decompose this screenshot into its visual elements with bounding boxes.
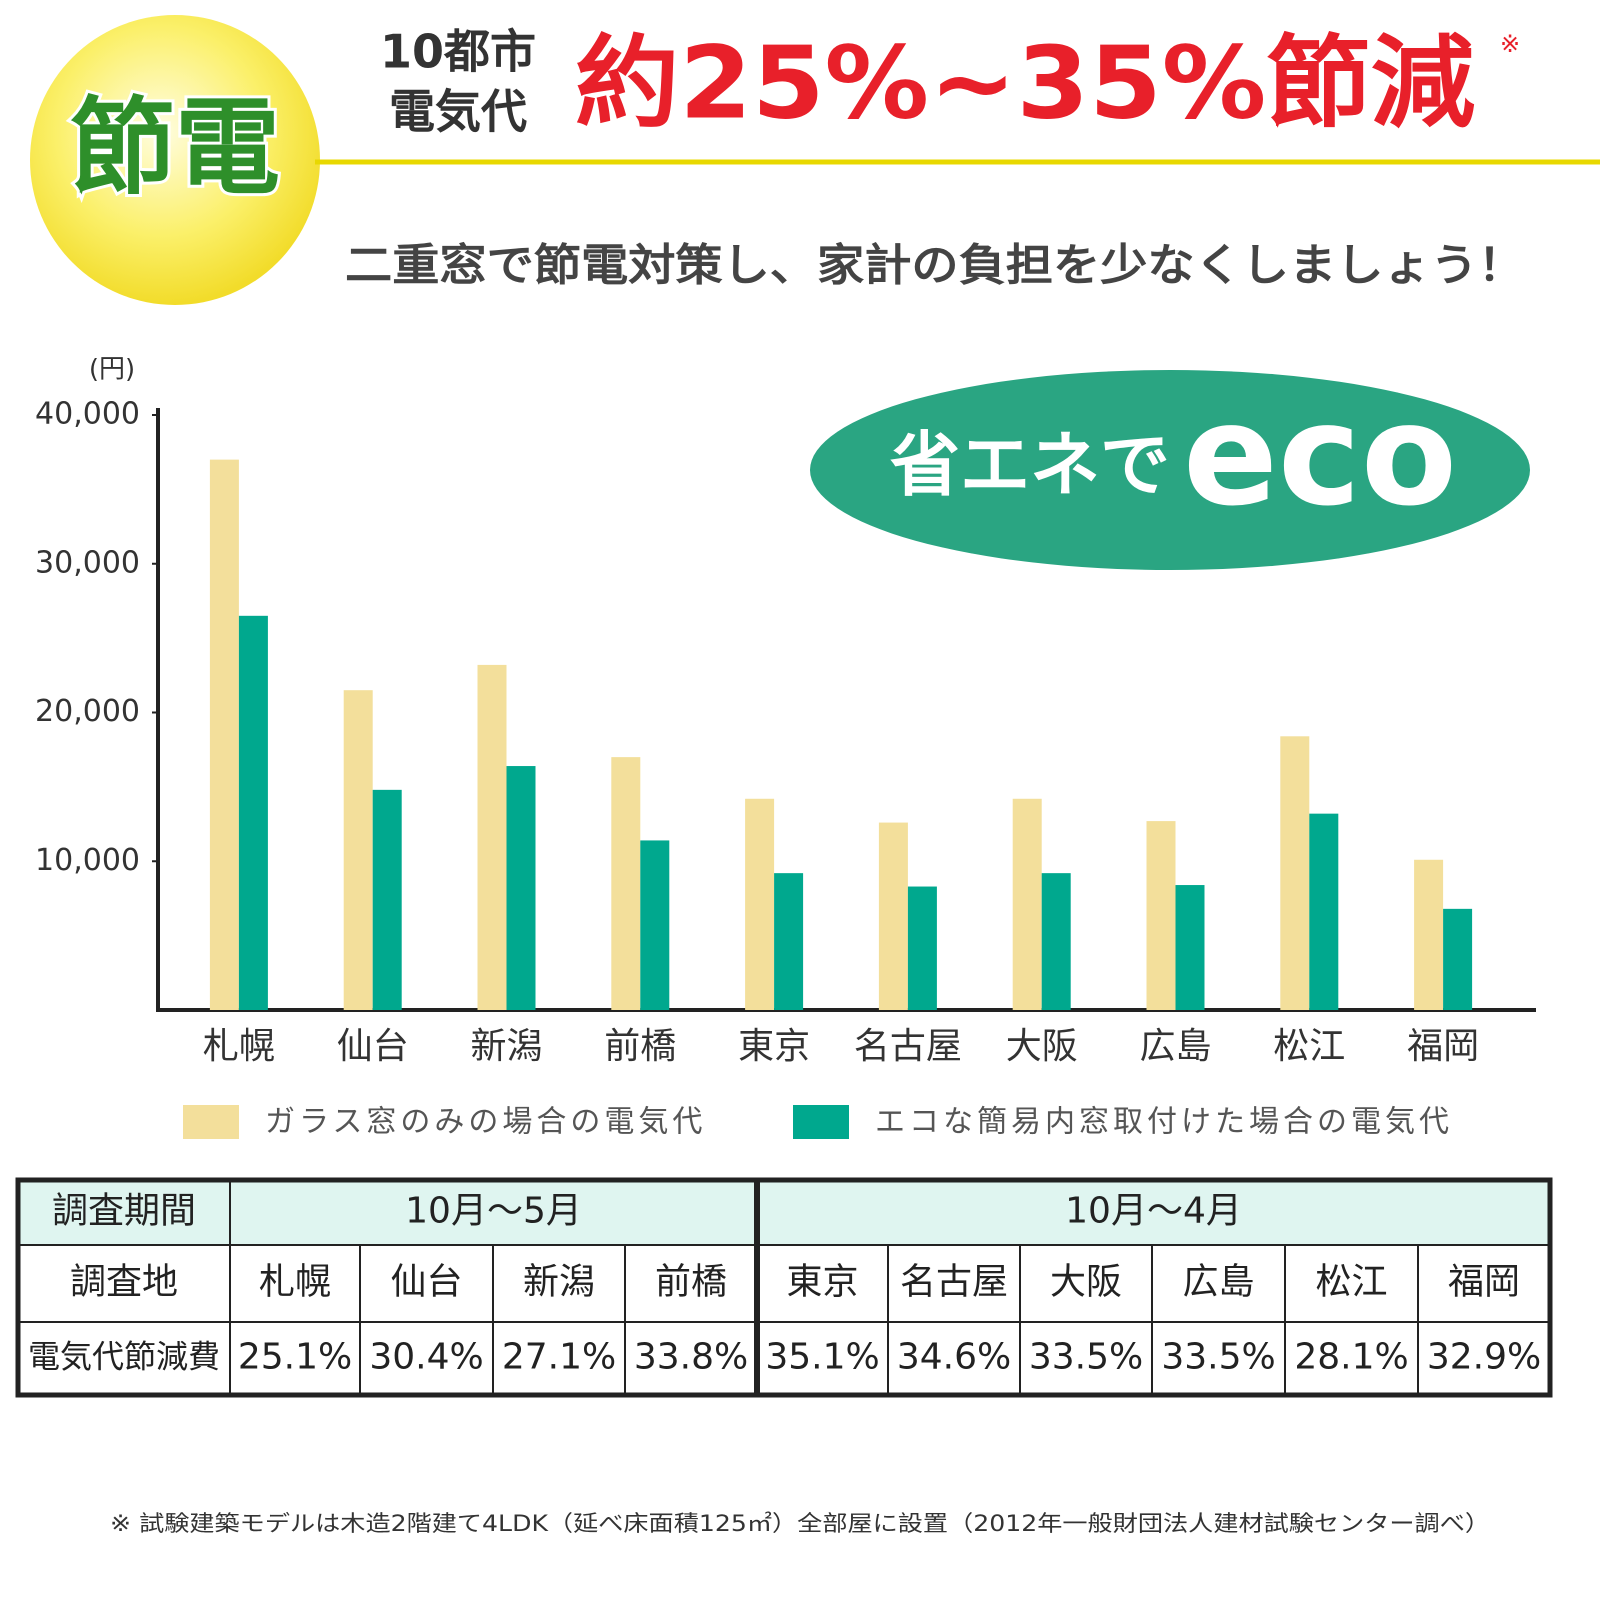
table-text: 前橋 (655, 1262, 727, 1303)
x-tick-label: 名古屋 (854, 1026, 962, 1067)
x-tick-label: 新潟 (470, 1026, 542, 1067)
note-mark: ※ (1500, 30, 1520, 58)
x-tick-label: 大阪 (1006, 1026, 1078, 1067)
table-text: 33.5% (1161, 1337, 1275, 1378)
eco-badge-text: 省エネで (890, 424, 1170, 506)
header-label: 10都市 (380, 25, 536, 79)
table-text: 10月～4月 (1065, 1191, 1242, 1232)
table-text: 34.6% (897, 1337, 1011, 1378)
header-label: 電気代 (389, 85, 527, 139)
table-text: 35.1% (765, 1337, 879, 1378)
table-text: 新潟 (523, 1262, 595, 1303)
bar (1414, 859, 1444, 1010)
y-tick-label: 10,000 (35, 843, 140, 878)
legend-label: エコな簡易内窓取付けた場合の電気代 (875, 1105, 1453, 1140)
bar (1309, 813, 1339, 1010)
table-text: 調査地 (70, 1262, 178, 1303)
table-text: 25.1% (238, 1337, 352, 1378)
table-text: 27.1% (502, 1337, 616, 1378)
bar (506, 766, 536, 1010)
bar (1280, 736, 1310, 1010)
bar (745, 798, 775, 1010)
bar (209, 459, 239, 1010)
x-tick-label: 福岡 (1407, 1026, 1479, 1067)
bar (372, 789, 402, 1010)
table-text: 33.8% (634, 1337, 748, 1378)
eco-badge (810, 370, 1530, 570)
subtitle: 二重窓で節電対策し、家計の負担を少なくしましょう！ (345, 240, 1525, 291)
bar (640, 840, 670, 1010)
bar (878, 822, 908, 1010)
table-text: 30.4% (369, 1337, 483, 1378)
legend-label: ガラス窓のみの場合の電気代 (265, 1105, 706, 1140)
table-border (15, 1177, 1553, 1398)
bar (1146, 821, 1176, 1010)
table-text: 福岡 (1448, 1262, 1520, 1303)
y-tick-label: 30,000 (35, 545, 140, 580)
x-tick-label: 松江 (1273, 1026, 1345, 1067)
bar (1175, 885, 1205, 1010)
eco-badge-word: eco (1183, 375, 1457, 538)
legend-swatch (183, 1105, 239, 1139)
bar (343, 690, 373, 1010)
table-text: 33.5% (1029, 1337, 1143, 1378)
table-text: 東京 (786, 1262, 858, 1303)
y-tick-label: 20,000 (35, 694, 140, 729)
table-text: 28.1% (1294, 1337, 1408, 1378)
bar (477, 664, 507, 1010)
badge-circle (30, 15, 320, 305)
table-text: 札幌 (259, 1262, 331, 1303)
bar (1012, 798, 1042, 1010)
bar (774, 873, 804, 1010)
table-text: 松江 (1315, 1262, 1387, 1303)
table-text: 電気代節減費 (28, 1338, 220, 1376)
x-tick-label: 東京 (738, 1026, 810, 1067)
bar (611, 757, 641, 1010)
bar (907, 886, 937, 1010)
x-tick-label: 前橋 (604, 1026, 676, 1067)
x-tick-label: 広島 (1139, 1026, 1211, 1067)
badge-text: 節電 (70, 87, 280, 209)
bar (238, 615, 268, 1010)
legend-swatch (793, 1105, 849, 1139)
table-text: 32.9% (1427, 1337, 1541, 1378)
table-text: 仙台 (390, 1262, 462, 1303)
table-text: 10月～5月 (405, 1191, 582, 1232)
bar (1443, 908, 1473, 1010)
x-tick-label: 札幌 (203, 1026, 275, 1067)
table-text: 広島 (1182, 1262, 1254, 1303)
x-tick-label: 仙台 (337, 1026, 409, 1067)
headline: 約25%~35%節減 (575, 24, 1475, 141)
footnote: ※ 試験建築モデルは木造2階建て4LDK（延べ床面積125㎡）全部屋に設置（20… (110, 1511, 1490, 1537)
table-text: 大阪 (1050, 1262, 1122, 1303)
table-header-bg (18, 1180, 1550, 1245)
y-unit: (円) (89, 355, 135, 385)
y-tick-label: 40,000 (35, 397, 140, 432)
bar (1041, 873, 1071, 1010)
table-text: 調査期間 (52, 1191, 196, 1232)
table-text: 名古屋 (900, 1262, 1008, 1303)
